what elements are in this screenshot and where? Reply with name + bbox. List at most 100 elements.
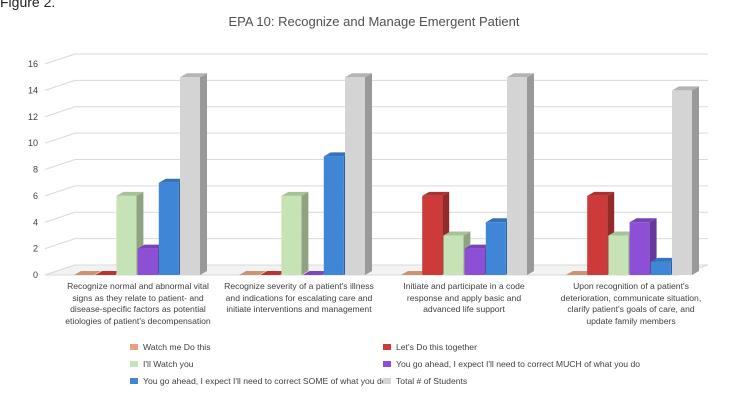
bar-0-3 xyxy=(137,248,158,275)
x-category-label-line: disease-specific factors as potential xyxy=(70,304,206,315)
bar-top xyxy=(443,231,471,236)
y-tick-label: 8 xyxy=(33,165,38,175)
y-tick-label: 4 xyxy=(33,217,38,227)
legend-item: You go ahead, I expect I'll need to corr… xyxy=(130,376,387,386)
legend-swatch xyxy=(130,361,138,367)
legend-label: You go ahead, I expect I'll need to corr… xyxy=(396,359,640,369)
bar-3-4 xyxy=(650,261,671,275)
legend-item: Watch me Do this xyxy=(130,342,211,352)
gridline-diag xyxy=(44,185,76,197)
bar-2-1 xyxy=(422,195,443,275)
x-category-label-line: response and apply basic and xyxy=(406,292,522,303)
legend-item: You go ahead, I expect I'll need to corr… xyxy=(383,359,640,369)
bar-top xyxy=(158,178,186,183)
bar-0-5 xyxy=(180,77,200,275)
legend-swatch xyxy=(383,378,391,384)
bar-side xyxy=(200,73,207,275)
bar-top xyxy=(485,218,513,223)
legend-swatch xyxy=(130,344,138,350)
x-category-label: Upon recognition of a patient's deteriora… xyxy=(551,281,711,327)
x-category-label-line: update family members xyxy=(586,315,676,326)
bar-side xyxy=(301,191,309,275)
gridline-diag xyxy=(44,132,76,144)
y-tick-label: 16 xyxy=(28,59,38,69)
bar-1-5 xyxy=(345,77,365,275)
bar-side xyxy=(365,73,372,275)
x-category-label-line: advanced life support xyxy=(423,304,505,315)
y-tick-label: 0 xyxy=(33,270,38,280)
legend-item: Total # of Students xyxy=(383,376,467,386)
bar-1-0 xyxy=(239,271,266,275)
bar-top xyxy=(608,231,636,236)
bar-side xyxy=(692,86,699,275)
legend-label: Total # of Students xyxy=(396,376,468,386)
gridline-diag xyxy=(44,79,76,91)
x-category-label: Recognize severity of a patient's illnes… xyxy=(219,281,379,316)
legend-label: I'll Watch you xyxy=(143,359,194,369)
bar-top xyxy=(180,73,207,78)
legend-label: Let's Do this together xyxy=(396,342,477,352)
bar-3-2 xyxy=(608,235,629,275)
x-category-label-line: deterioration, communicate situation, xyxy=(560,292,702,303)
bar-side xyxy=(527,73,534,275)
legend-swatch xyxy=(383,361,391,367)
bar-2-0 xyxy=(401,271,428,275)
bar-top xyxy=(137,244,165,249)
x-category-label-line: Recognize normal and abnormal vital xyxy=(67,281,209,291)
bar-3-3 xyxy=(629,222,650,275)
bar-3-1 xyxy=(587,195,608,275)
bar-2-2 xyxy=(443,235,464,275)
bar-1-4 xyxy=(323,156,344,275)
bar-2-3 xyxy=(464,248,485,275)
bar-1-3 xyxy=(302,271,330,275)
x-category-label-line: signs as they relate to patient- and xyxy=(72,292,204,303)
bar-top xyxy=(464,244,492,249)
y-tick-label: 6 xyxy=(33,191,38,201)
chart-title: EPA 10: Recognize and Manage Emergent Pa… xyxy=(228,14,519,29)
x-category-label-line: Initiate and participate in a code xyxy=(403,281,525,291)
x-category-label-line: Recognize severity of a patient's illnes… xyxy=(224,281,374,291)
bar-top xyxy=(672,86,699,91)
gridline-diag xyxy=(44,159,76,170)
bar-top xyxy=(116,191,144,196)
legend-item: I'll Watch you xyxy=(130,359,194,369)
x-category-label-line: and indications for escalating care and xyxy=(225,292,373,303)
bar-3-5 xyxy=(672,90,692,275)
y-tick-label: 10 xyxy=(28,138,38,148)
bar-0-1 xyxy=(95,271,123,275)
bar-top xyxy=(507,73,534,78)
bar-top xyxy=(629,218,657,223)
bar-1-2 xyxy=(281,195,302,275)
x-category-label-line: initiate interventions and management xyxy=(226,304,372,315)
x-category-label: Initiate and participate in a code respon… xyxy=(384,281,544,316)
x-category-label-line: clarify patient's goals of care, and xyxy=(567,304,695,315)
bar-top xyxy=(650,257,678,262)
y-tick-label: 12 xyxy=(28,112,38,122)
bar-0-0 xyxy=(74,271,101,275)
bar-top xyxy=(587,191,615,196)
legend-label: Watch me Do this xyxy=(143,342,211,352)
gridline-diag xyxy=(44,53,76,65)
legend-swatch xyxy=(383,344,391,350)
legend-item: Let's Do this together xyxy=(383,342,477,352)
bar-0-4 xyxy=(158,182,179,275)
y-tick-label: 14 xyxy=(28,85,38,95)
gridline-diag xyxy=(44,211,76,223)
x-category-label: Recognize normal and abnormal vital signs… xyxy=(58,281,218,327)
x-category-label-line: Upon recognition of a patient's xyxy=(573,281,689,291)
x-category-label-line: etiologies of patient's decompensation xyxy=(65,315,211,326)
figure-label: Figure 2. xyxy=(0,0,56,10)
bar-3-0 xyxy=(566,271,593,275)
bar-2-5 xyxy=(507,77,527,275)
y-tick-label: 2 xyxy=(33,244,38,254)
gridline-diag xyxy=(44,238,76,250)
bar-top xyxy=(345,73,372,78)
bar-1-1 xyxy=(260,271,288,275)
gridline-diag xyxy=(44,106,76,118)
legend-swatch xyxy=(130,378,138,384)
bar-2-4 xyxy=(485,222,506,275)
legend-label: You go ahead, I expect I'll need to corr… xyxy=(143,376,387,386)
bar-top xyxy=(281,191,309,196)
bar-top xyxy=(323,152,351,157)
